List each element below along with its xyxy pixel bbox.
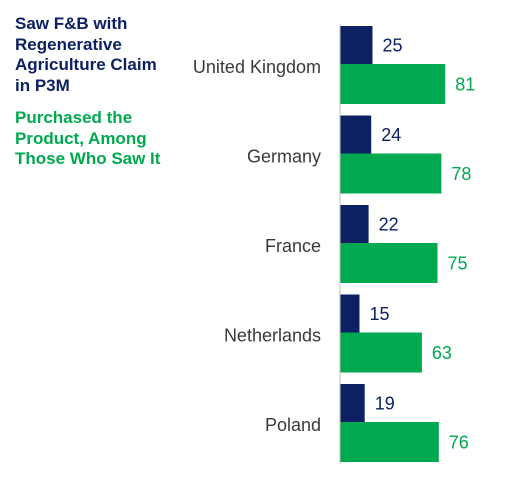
bar-saw-claim <box>340 26 373 64</box>
data-label: 25 <box>383 36 403 56</box>
bar-purchased <box>340 64 446 104</box>
bar-saw-claim <box>340 115 372 154</box>
data-label: 75 <box>448 254 468 274</box>
legend-item-saw-claim: Saw F&B with Regenerative Agriculture Cl… <box>15 14 157 95</box>
bar-saw-claim <box>340 384 365 422</box>
bar-purchased <box>340 243 438 283</box>
category-label: Poland <box>265 415 321 435</box>
data-label: 76 <box>449 433 469 453</box>
legend-item-purchased: Purchased the Product, Among Those Who S… <box>15 108 161 168</box>
data-label: 19 <box>375 394 395 414</box>
bar-purchased <box>340 422 439 462</box>
chart-legend: Saw F&B with Regenerative Agriculture Cl… <box>15 14 165 170</box>
category-label: United Kingdom <box>193 57 321 77</box>
data-label: 24 <box>381 125 401 145</box>
bar-saw-claim <box>340 294 360 333</box>
data-label: 15 <box>370 304 390 324</box>
data-label: 78 <box>451 164 471 184</box>
data-label: 81 <box>455 75 475 95</box>
data-label: 63 <box>432 343 452 363</box>
data-label: 22 <box>379 215 399 235</box>
category-label: Netherlands <box>224 326 321 346</box>
category-label: Germany <box>247 147 321 167</box>
bar-saw-claim <box>340 205 369 243</box>
bar-purchased <box>340 153 442 194</box>
bar-purchased <box>340 332 422 373</box>
category-label: France <box>265 236 321 256</box>
